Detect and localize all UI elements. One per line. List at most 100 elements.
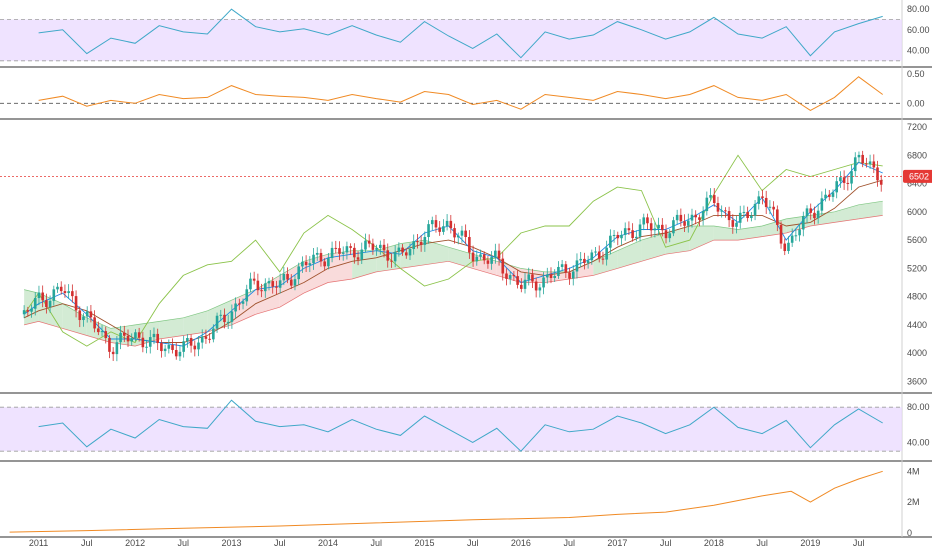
candle-body (776, 209, 779, 225)
price-y-tick-label: 5200 (907, 263, 927, 273)
candle-body (301, 261, 304, 267)
candle-body (549, 274, 553, 278)
candle-body (186, 338, 189, 342)
candle-body (523, 279, 527, 289)
candle-body (312, 254, 315, 264)
candle-body (271, 281, 275, 287)
price-y-tick-label: 6000 (907, 207, 927, 217)
cloud-segment (689, 225, 714, 251)
candle-body (282, 273, 286, 281)
candle-body (542, 277, 545, 288)
cloud-segment (38, 293, 63, 329)
candle-body (623, 228, 627, 235)
candle-body (605, 247, 608, 260)
candle-body (145, 346, 148, 348)
candle-body (197, 342, 200, 350)
candle-body (126, 335, 130, 342)
candle-body (382, 244, 386, 251)
candle-body (26, 310, 30, 312)
candle-body (82, 316, 85, 321)
candle-body (772, 206, 775, 210)
candle-body (486, 260, 490, 264)
candle-body (412, 241, 416, 250)
x-tick-label: Jul (853, 538, 865, 548)
candle-body (531, 274, 534, 282)
cloud-segment (713, 225, 738, 241)
candle-body (594, 251, 597, 253)
candle-body (612, 234, 616, 236)
candle-body (419, 241, 423, 245)
candle-body (93, 317, 96, 329)
candle-body (738, 212, 742, 223)
candle-body (267, 281, 271, 284)
price-y-tick-label: 3600 (907, 376, 927, 386)
candle-body (356, 257, 360, 260)
candle-body (141, 337, 145, 348)
candle-body (52, 289, 56, 301)
cloud-segment (159, 317, 184, 340)
candle-body (215, 315, 219, 329)
candle-body (553, 275, 557, 278)
candle-body (245, 289, 249, 302)
candle-body (479, 254, 482, 257)
candle-body (263, 283, 267, 292)
candle-body (768, 206, 772, 208)
candle-body (104, 331, 108, 339)
price-y-tick-label: 5600 (907, 235, 927, 245)
candle-body (74, 296, 78, 311)
x-tick-label: Jul (756, 538, 768, 548)
candle-body (516, 276, 519, 285)
cloud-segment (231, 289, 256, 325)
candle-body (831, 192, 835, 197)
candle-body (631, 230, 634, 239)
oscillator-line (38, 76, 883, 111)
candle-body (813, 212, 816, 219)
candle-body (67, 291, 70, 294)
candle-body (63, 291, 67, 294)
cloud-segment (328, 250, 353, 283)
candle-body (534, 281, 538, 291)
candle-body (379, 244, 382, 248)
candle-body (156, 333, 159, 344)
rsi-bands (0, 19, 902, 452)
candle-body (212, 328, 215, 340)
candle-body (638, 224, 642, 237)
cloud-segment (834, 204, 859, 223)
candle-body (668, 233, 672, 239)
candle-body (501, 258, 505, 274)
cloud-segment (183, 310, 208, 336)
candle-body (724, 210, 727, 212)
candle-body (601, 258, 605, 260)
candle-body (490, 257, 493, 264)
candle-body (583, 258, 586, 264)
candle-body (89, 311, 93, 318)
candle-body (401, 247, 404, 253)
candle-body (30, 308, 33, 312)
current-price-marker[interactable]: 6502 (0, 169, 932, 183)
candle-body (416, 241, 419, 243)
candle-body (464, 230, 467, 238)
candle-body (508, 275, 512, 279)
candle-body (167, 345, 171, 349)
candle-body (56, 286, 59, 290)
candle-body (460, 230, 464, 236)
candle-body (627, 228, 631, 231)
candle-body (686, 220, 690, 226)
current-price-label: 6502 (909, 171, 929, 181)
candle-body (698, 217, 701, 220)
candle-body (275, 286, 278, 288)
volume-line (9, 470, 883, 533)
candle-body (115, 342, 119, 355)
cloud-segment (400, 240, 425, 269)
candle-body (857, 154, 861, 158)
candle-body (130, 338, 134, 342)
candle-body (137, 332, 141, 338)
cloud-segment (62, 303, 87, 336)
candle-body (33, 298, 37, 309)
candle-body (657, 224, 660, 229)
candle-body (842, 177, 846, 183)
candle-body (238, 303, 241, 305)
rsi-top-y-tick-label: 40.00 (907, 46, 930, 56)
candle-body (319, 252, 323, 262)
candle-body (475, 256, 479, 262)
